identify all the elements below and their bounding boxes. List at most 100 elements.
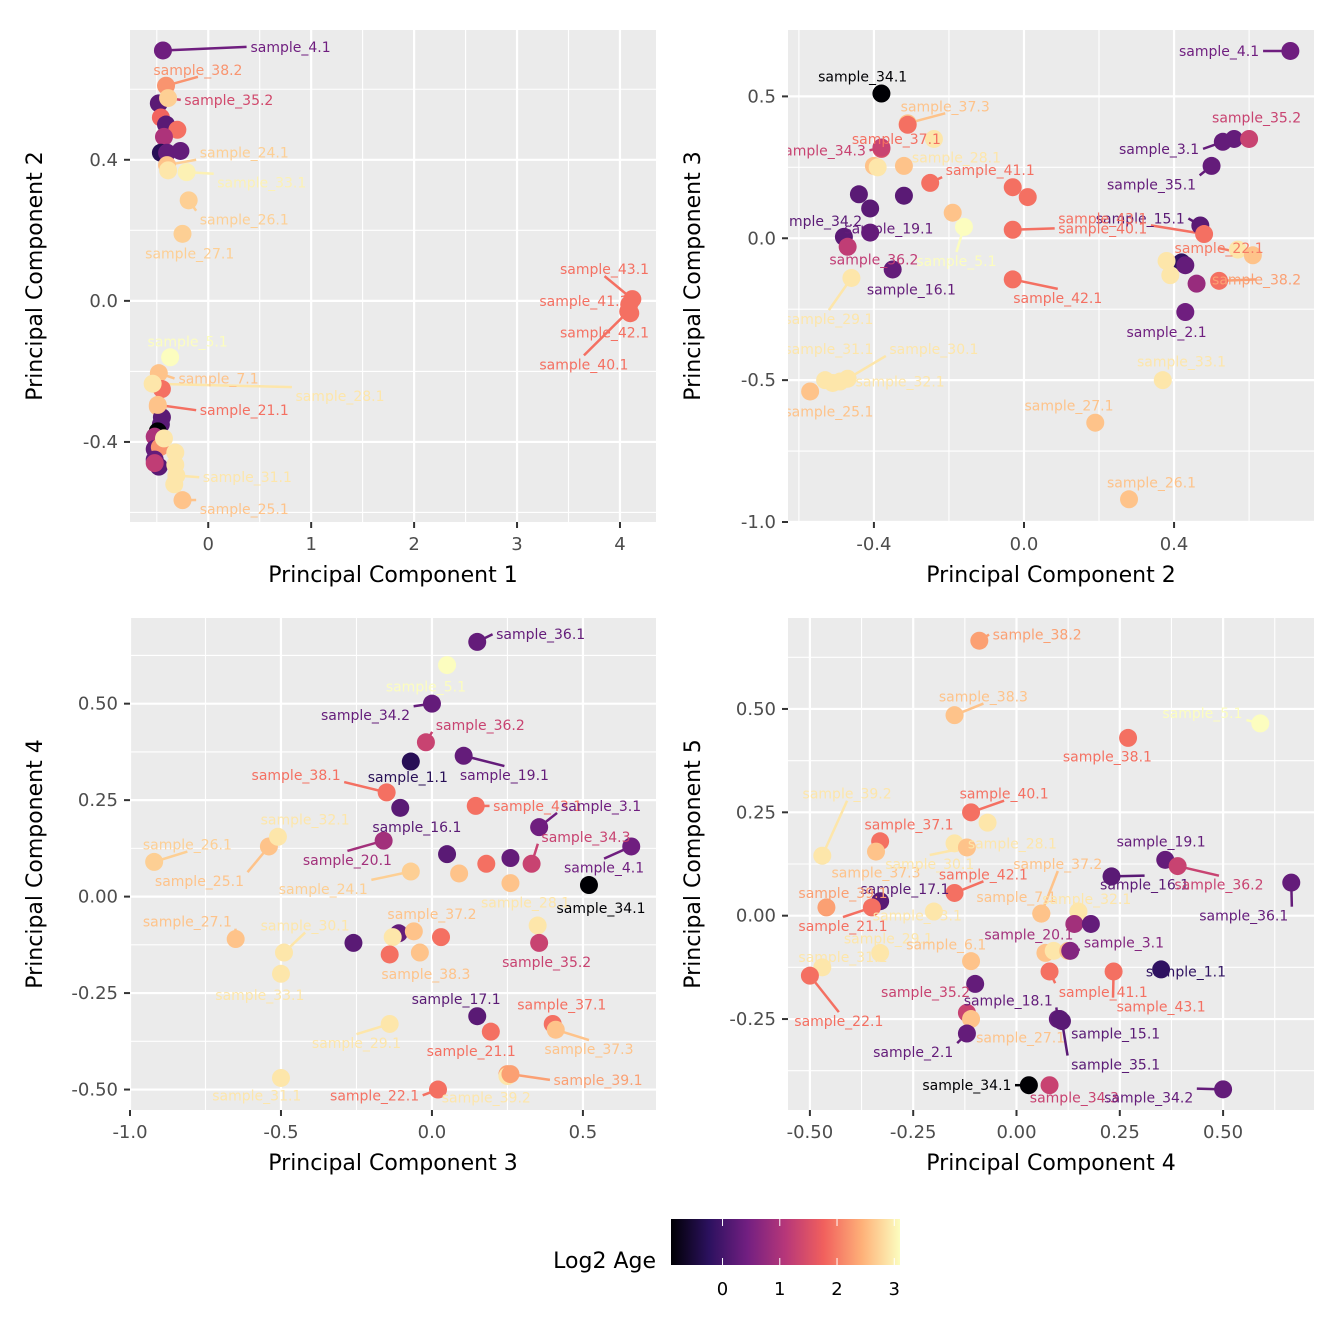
data-point[interactable] — [159, 161, 178, 180]
data-point[interactable] — [501, 874, 520, 893]
data-point[interactable] — [1161, 266, 1180, 285]
data-point[interactable] — [898, 115, 917, 134]
data-point[interactable] — [401, 752, 420, 771]
data-point[interactable] — [374, 831, 393, 850]
data-point[interactable] — [1243, 246, 1262, 265]
data-point[interactable] — [957, 838, 976, 857]
data-point[interactable] — [800, 966, 819, 985]
data-point[interactable] — [1282, 873, 1301, 892]
data-point[interactable] — [410, 943, 429, 962]
data-point[interactable] — [1281, 41, 1300, 60]
data-point[interactable] — [522, 854, 541, 873]
data-point[interactable] — [1003, 270, 1022, 289]
data-point[interactable] — [1228, 240, 1247, 259]
data-point[interactable] — [154, 429, 173, 448]
data-point[interactable] — [862, 898, 881, 917]
data-point[interactable] — [501, 1065, 520, 1084]
data-point[interactable] — [179, 191, 198, 210]
data-point[interactable] — [1210, 271, 1229, 290]
data-point[interactable] — [622, 837, 641, 856]
data-point[interactable] — [344, 933, 363, 952]
data-point[interactable] — [894, 186, 913, 205]
data-point[interactable] — [145, 454, 164, 473]
data-point[interactable] — [957, 1024, 976, 1043]
data-point[interactable] — [161, 348, 180, 367]
data-point[interactable] — [1240, 129, 1259, 148]
data-point[interactable] — [380, 945, 399, 964]
data-point[interactable] — [404, 922, 423, 941]
data-point[interactable] — [861, 199, 880, 218]
data-point[interactable] — [883, 260, 902, 279]
data-point[interactable] — [468, 632, 487, 651]
data-point[interactable] — [432, 928, 451, 947]
data-point[interactable] — [945, 706, 964, 725]
data-point[interactable] — [1153, 371, 1172, 390]
data-point[interactable] — [166, 443, 185, 462]
data-point[interactable] — [954, 217, 973, 236]
data-point[interactable] — [978, 813, 997, 832]
data-point[interactable] — [466, 796, 485, 815]
data-point[interactable] — [168, 120, 187, 139]
data-point[interactable] — [970, 631, 989, 650]
data-point[interactable] — [143, 374, 162, 393]
data-point[interactable] — [481, 1022, 500, 1041]
data-point[interactable] — [1152, 960, 1171, 979]
data-point[interactable] — [438, 845, 457, 864]
data-point[interactable] — [867, 842, 886, 861]
data-point[interactable] — [546, 1020, 565, 1039]
data-point[interactable] — [924, 129, 943, 148]
data-point[interactable] — [868, 158, 887, 177]
data-point[interactable] — [1195, 225, 1214, 244]
data-point[interactable] — [872, 84, 891, 103]
data-point[interactable] — [1003, 178, 1022, 197]
data-point[interactable] — [148, 395, 167, 414]
data-point[interactable] — [1119, 728, 1138, 747]
data-point[interactable] — [158, 143, 177, 162]
data-point[interactable] — [1102, 867, 1121, 886]
data-point[interactable] — [428, 1080, 447, 1099]
data-point[interactable] — [921, 173, 940, 192]
data-point[interactable] — [871, 943, 890, 962]
data-point[interactable] — [153, 41, 172, 60]
data-point[interactable] — [401, 862, 420, 881]
data-point[interactable] — [173, 491, 192, 510]
data-point[interactable] — [842, 268, 861, 287]
data-point[interactable] — [380, 1014, 399, 1033]
data-point[interactable] — [849, 185, 868, 204]
data-point[interactable] — [966, 974, 985, 993]
data-point[interactable] — [1003, 220, 1022, 239]
data-point[interactable] — [861, 223, 880, 242]
data-point[interactable] — [530, 818, 549, 837]
data-point[interactable] — [268, 827, 287, 846]
data-point[interactable] — [468, 1007, 487, 1026]
data-point[interactable] — [1018, 188, 1037, 207]
data-point[interactable] — [1019, 1076, 1038, 1095]
data-point[interactable] — [383, 928, 402, 947]
data-point[interactable] — [438, 656, 457, 675]
data-point[interactable] — [226, 930, 245, 949]
data-point[interactable] — [1213, 132, 1232, 151]
data-point[interactable] — [945, 883, 964, 902]
data-point[interactable] — [1086, 413, 1105, 432]
data-point[interactable] — [1032, 904, 1051, 923]
data-point[interactable] — [1187, 274, 1206, 293]
data-point[interactable] — [416, 733, 435, 752]
data-point[interactable] — [1104, 962, 1123, 981]
data-point[interactable] — [1214, 1080, 1233, 1099]
data-point[interactable] — [1176, 303, 1195, 322]
data-point[interactable] — [1157, 251, 1176, 270]
data-point[interactable] — [145, 852, 164, 871]
data-point[interactable] — [530, 933, 549, 952]
data-point[interactable] — [154, 127, 173, 146]
data-point[interactable] — [872, 138, 891, 157]
data-point[interactable] — [1044, 941, 1063, 960]
data-point[interactable] — [391, 798, 410, 817]
data-point[interactable] — [165, 475, 184, 494]
data-point[interactable] — [1052, 1012, 1071, 1031]
data-point[interactable] — [943, 203, 962, 222]
data-point[interactable] — [1081, 914, 1100, 933]
data-point[interactable] — [477, 854, 496, 873]
data-point[interactable] — [501, 849, 520, 868]
data-point[interactable] — [962, 952, 981, 971]
data-point[interactable] — [528, 916, 547, 935]
